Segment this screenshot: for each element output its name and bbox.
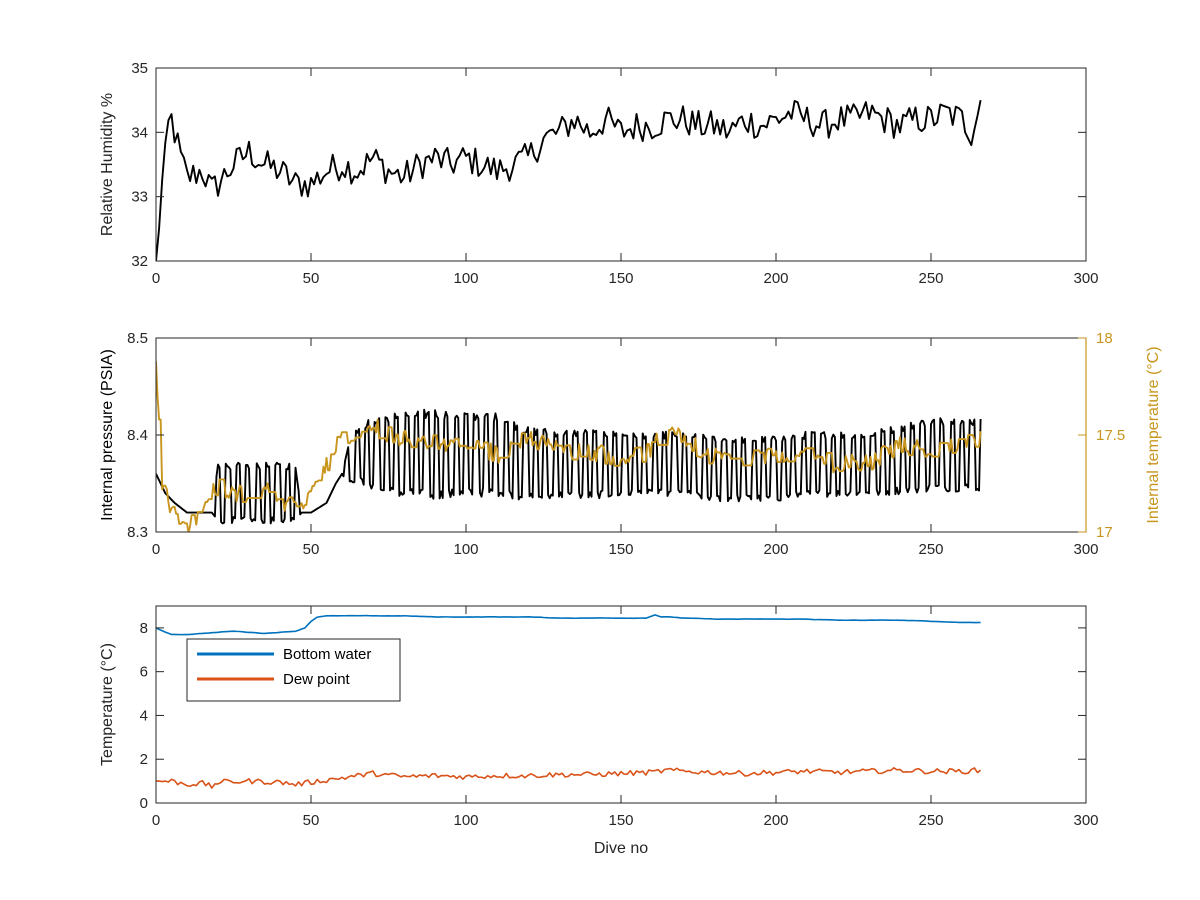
temperature-subplot: 0 50 100 150 200 250 300 0 2 4 6 8 Temperature (°C) D… <box>99 605 1099 857</box>
x-tick-label: 50 <box>303 270 320 287</box>
x-tick-label: 250 <box>918 812 943 829</box>
x-tick-label: 250 <box>918 270 943 287</box>
x-tick-label: 50 <box>303 541 320 558</box>
series-line-0-0 <box>156 99 982 261</box>
y-axis-label: Relative Humidity % <box>99 93 116 236</box>
y2-axis-label: Internal temperature (°C) <box>1145 346 1162 523</box>
legend-entry: Dew point <box>283 671 351 688</box>
x-axis-label: Dive no <box>594 840 648 857</box>
x-tick-label: 100 <box>453 270 478 287</box>
y-axis-label: Internal pressure (PSIA) <box>99 349 116 521</box>
plot-area <box>156 614 982 789</box>
y-axis-label: Temperature (°C) <box>99 643 116 766</box>
x-tick-label: 250 <box>918 541 943 558</box>
series-line-1-0 <box>156 408 982 525</box>
series-line-bottom-water <box>156 614 981 636</box>
y-tick-label: 35 <box>131 60 148 77</box>
legend-box <box>186 638 401 702</box>
y-tick-label: 4 <box>140 707 148 724</box>
legend: Bottom water Dew point <box>186 638 401 702</box>
plot-area <box>156 99 982 261</box>
y-tick-label: 34 <box>131 124 148 141</box>
x-tick-label: 200 <box>763 270 788 287</box>
y-tick-label: 8.3 <box>127 524 148 541</box>
y2-tick-label: 17.5 <box>1096 427 1125 444</box>
y-tick-label: 6 <box>140 664 148 681</box>
x-tick-label: 200 <box>763 541 788 558</box>
x-tick-label: 300 <box>1073 812 1098 829</box>
x-tick-label: 150 <box>608 541 633 558</box>
pressure-temperature-subplot: 0 50 100 150 200 250 300 8.3 8.4 8.5 17 17.5 18 Inter… <box>99 330 1162 558</box>
x-tick-label: 150 <box>608 812 633 829</box>
x-tick-label: 100 <box>453 812 478 829</box>
y-tick-label: 8 <box>140 620 148 637</box>
x-tick-label: 50 <box>303 812 320 829</box>
y2-tick-label: 18 <box>1096 330 1113 347</box>
y-tick-label: 2 <box>140 751 148 768</box>
x-tick-label: 300 <box>1073 270 1098 287</box>
x-tick-label: 0 <box>152 541 160 558</box>
x-tick-label: 200 <box>763 812 788 829</box>
x-tick-label: 0 <box>152 812 160 829</box>
x-tick-label: 300 <box>1073 541 1098 558</box>
series-line-1-1 <box>156 361 982 532</box>
series-line-dew-point <box>156 767 982 789</box>
humidity-subplot: 0 50 100 150 200 250 300 32 33 34 35 Relative Humid… <box>99 60 1099 287</box>
x-tick-label: 0 <box>152 270 160 287</box>
y-tick-label: 32 <box>131 253 148 270</box>
y2-tick-label: 17 <box>1096 524 1113 541</box>
y-tick-label: 33 <box>131 189 148 206</box>
y-tick-label: 8.5 <box>127 330 148 347</box>
legend-entry: Bottom water <box>283 646 371 663</box>
y-tick-label: 8.4 <box>127 427 148 444</box>
plot-area <box>156 361 982 532</box>
y-tick-label: 0 <box>140 795 148 812</box>
x-tick-label: 100 <box>453 541 478 558</box>
x-tick-label: 150 <box>608 270 633 287</box>
